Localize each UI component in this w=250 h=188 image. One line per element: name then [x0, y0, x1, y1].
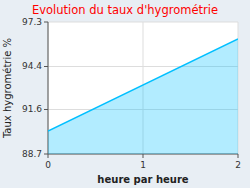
tick-mark: [44, 66, 48, 67]
tick-label: 94.4: [22, 61, 42, 71]
plot-background: [48, 22, 238, 154]
tick-label: 97.3: [22, 17, 42, 27]
tick-mark: [238, 154, 239, 158]
tick-mark: [44, 22, 48, 23]
data-group: [48, 39, 238, 154]
tick-label: 2: [235, 160, 241, 170]
tick-label: 0: [45, 160, 51, 170]
chart: 88.7 91.6 94.4 97.3 0 1 2 Evolution du taux d'h…: [0, 0, 250, 188]
x-axis-label: heure par heure: [97, 174, 188, 185]
tick-label: 88.7: [22, 149, 42, 159]
tick-mark: [48, 154, 49, 158]
tick-mark: [44, 109, 48, 110]
title: Evolution du taux d'hygrométrie: [32, 3, 218, 17]
y-axis-label: Taux hygrométrie %: [2, 38, 13, 139]
tick-label: 91.6: [22, 104, 42, 114]
tick-mark: [143, 154, 144, 158]
tick-mark: [44, 154, 48, 155]
chart-container: 88.7 91.6 94.4 97.3 0 1 2 Evolution du taux d'h…: [0, 0, 250, 188]
tick-label: 1: [140, 160, 146, 170]
area: [48, 39, 238, 154]
axes: 88.7 91.6 94.4 97.3 0 1 2: [22, 17, 241, 171]
line: [48, 39, 238, 131]
grid: [48, 22, 238, 154]
